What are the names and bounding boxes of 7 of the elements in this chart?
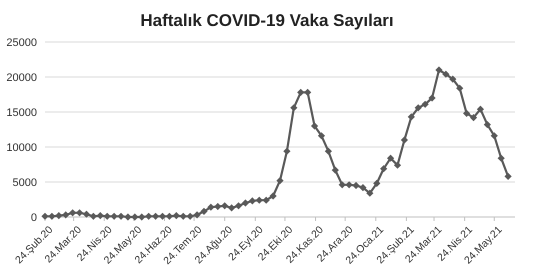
chart-title: Haftalık COVID-19 Vaka Sayıları: [140, 11, 394, 30]
y-tick-label: 25000: [6, 37, 37, 49]
y-tick-label: 20000: [6, 72, 37, 84]
y-tick-label: 15000: [6, 107, 37, 119]
y-tick-label: 5000: [12, 177, 37, 189]
y-tick-label: 10000: [6, 142, 37, 154]
y-tick-label: 0: [30, 212, 37, 224]
